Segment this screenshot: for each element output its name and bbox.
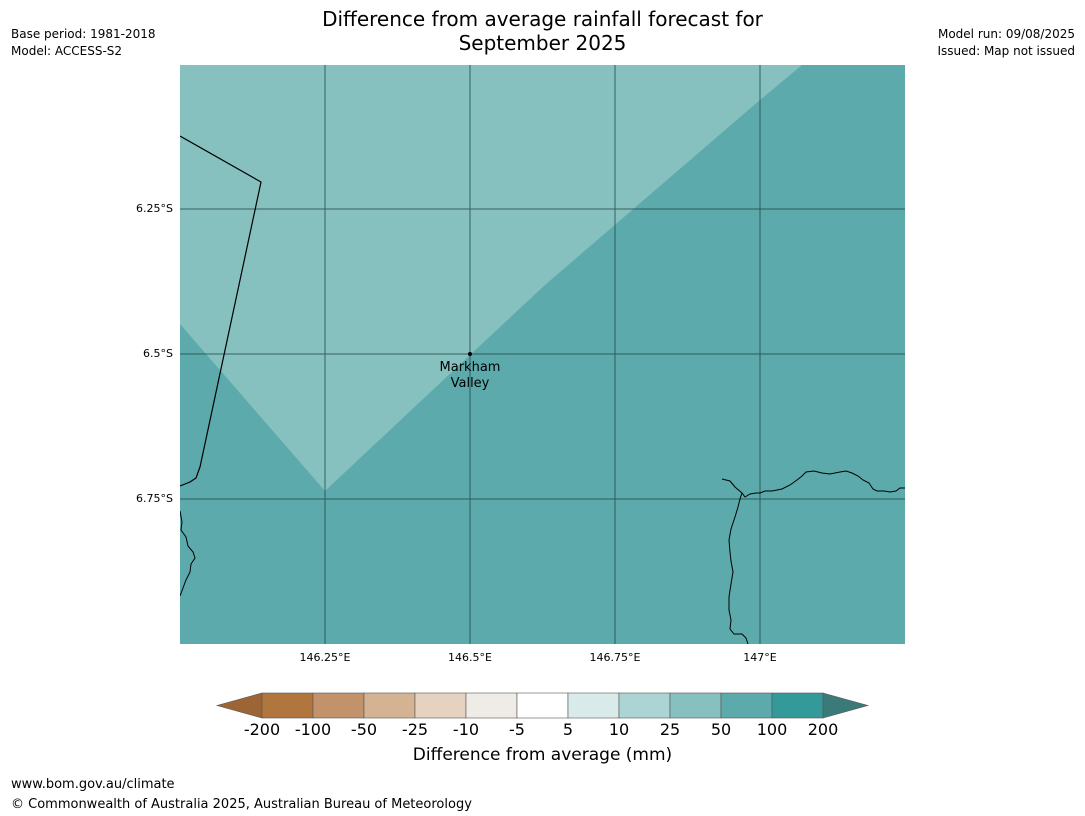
map-title-line-2: September 2025 xyxy=(458,31,627,55)
colorbar-tick-label: -5 xyxy=(509,720,525,739)
colorbar-segment xyxy=(771,692,824,719)
rain-band-light xyxy=(180,65,802,491)
colorbar-segment xyxy=(363,692,416,719)
colorbar-segment xyxy=(312,692,365,719)
colorbar-segment xyxy=(669,692,722,719)
colorbar-segment xyxy=(465,692,518,719)
map-title-line-1: Difference from average rainfall forecas… xyxy=(322,7,763,31)
colorbar xyxy=(215,692,870,719)
colorbar-tick-label: -10 xyxy=(452,720,480,739)
colorbar-segment xyxy=(414,692,467,719)
border-line xyxy=(180,135,262,487)
meta-right: Model run: 09/08/2025 Issued: Map not is… xyxy=(937,26,1075,60)
colorbar-tick-label: -200 xyxy=(243,720,281,739)
coastline-bay xyxy=(728,492,749,644)
map-title: Difference from average rainfall forecas… xyxy=(0,7,1085,55)
colorbar-segment xyxy=(618,692,671,719)
place-label-line-1: Markham xyxy=(439,360,501,375)
lat-label-6-25: 6.25°S xyxy=(136,202,173,215)
coastline-west xyxy=(180,510,196,597)
colorbar-segment xyxy=(720,692,773,719)
place-label: Markham Valley xyxy=(420,360,520,392)
footer-website: www.bom.gov.au/climate xyxy=(11,777,175,792)
model-run-text: Model run: 09/08/2025 xyxy=(937,27,1075,41)
gridlines xyxy=(180,65,905,644)
colorbar-segment xyxy=(567,692,620,719)
colorbar-tick-label: 10 xyxy=(608,720,630,739)
lon-label-146-25: 146.25°E xyxy=(299,651,351,664)
colorbar-tick-label: -50 xyxy=(350,720,378,739)
colorbar-tick-label: 50 xyxy=(710,720,732,739)
place-marker xyxy=(468,352,472,356)
colorbar-tick-label: 100 xyxy=(756,720,788,739)
lon-label-147: 147°E xyxy=(743,651,777,664)
colorbar-segment xyxy=(516,692,569,719)
place-label-line-2: Valley xyxy=(450,376,490,391)
base-period-text: Base period: 1981-2018 xyxy=(11,27,156,41)
colorbar-tick-label: 5 xyxy=(562,720,574,739)
model-text: Model: ACCESS-S2 xyxy=(11,44,123,58)
colorbar-arrow-low xyxy=(215,692,263,719)
colorbar-title: Difference from average (mm) xyxy=(412,745,673,765)
lat-label-6-75: 6.75°S xyxy=(136,492,173,505)
issued-text: Issued: Map not issued xyxy=(937,44,1075,58)
colorbar-tick-label: 25 xyxy=(659,720,681,739)
coastline-east xyxy=(721,470,905,498)
lon-label-146-5: 146.5°E xyxy=(448,651,492,664)
map-panel xyxy=(180,65,905,644)
footer: www.bom.gov.au/climate © Commonwealth of… xyxy=(11,775,472,815)
colorbar-tick-label: -100 xyxy=(294,720,332,739)
colorbar-tick-label: -25 xyxy=(401,720,429,739)
lon-label-146-75: 146.75°E xyxy=(589,651,641,664)
footer-copyright: © Commonwealth of Australia 2025, Austra… xyxy=(11,797,472,812)
colorbar-segment xyxy=(261,692,314,719)
colorbar-arrow-high xyxy=(822,692,870,719)
colorbar-tick-label: 200 xyxy=(807,720,839,739)
lat-label-6-5: 6.5°S xyxy=(143,347,173,360)
meta-left: Base period: 1981-2018 Model: ACCESS-S2 xyxy=(11,26,156,60)
